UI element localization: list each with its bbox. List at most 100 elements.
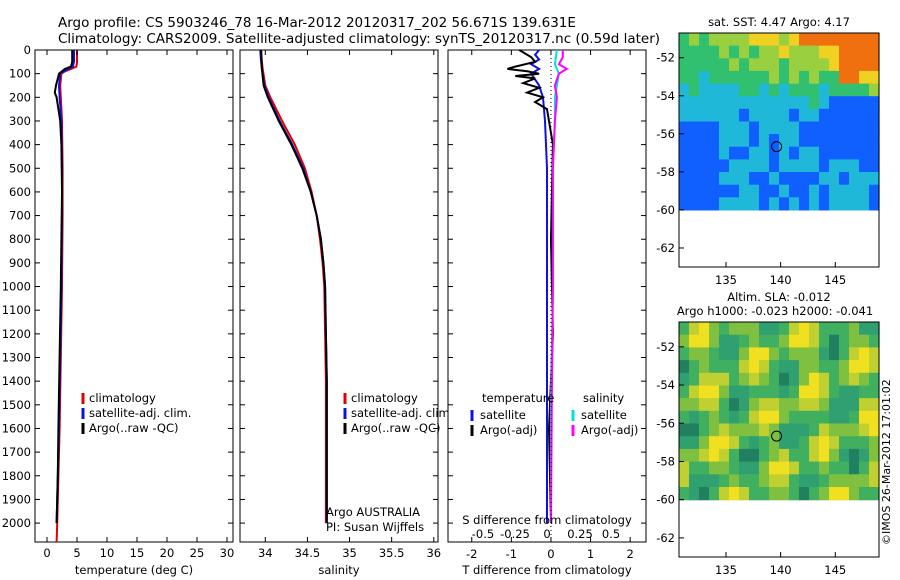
- map-cell: [869, 121, 880, 135]
- map-cell: [719, 96, 730, 110]
- map-cell: [859, 334, 870, 348]
- map-cell: [739, 322, 750, 336]
- map-cell: [789, 372, 800, 387]
- map-cell: [689, 385, 700, 399]
- map-cell: [739, 58, 750, 72]
- map-cell: [689, 96, 700, 110]
- map-cell: [809, 33, 820, 47]
- map-cell: [789, 360, 800, 374]
- map-cell: [759, 474, 770, 488]
- map-cell: [759, 108, 770, 122]
- map-cell: [729, 334, 740, 348]
- map-cell: [769, 108, 780, 122]
- map-cell: [679, 474, 690, 488]
- map-cell: [869, 197, 880, 211]
- y-tick-label: -52: [656, 51, 675, 65]
- map-cell: [799, 58, 810, 72]
- map-cell: [759, 360, 770, 374]
- map-cell: [809, 398, 820, 412]
- map-cell: [719, 487, 730, 501]
- map-cell: [719, 385, 730, 399]
- map-cell: [759, 45, 770, 59]
- map-cell: [759, 322, 770, 336]
- map-cell: [719, 360, 730, 374]
- map-cell: [779, 461, 790, 475]
- map-cell: [779, 347, 790, 361]
- map-cell: [809, 45, 820, 59]
- map-cell: [799, 121, 810, 135]
- map-cell: [829, 487, 840, 501]
- map-cell: [689, 121, 700, 135]
- map-cell: [819, 108, 830, 122]
- map-cell: [809, 385, 820, 399]
- map-cell: [679, 423, 690, 437]
- map-cell: [839, 83, 850, 97]
- map-cell: [869, 436, 880, 450]
- map-cell: [749, 172, 760, 186]
- map-cell: [869, 134, 880, 148]
- x-tick-label-s: 0.5: [602, 527, 620, 541]
- map-cell: [809, 347, 820, 361]
- y-tick-label: -56: [656, 127, 675, 141]
- map-cell: [749, 436, 760, 450]
- map-cell: [819, 398, 830, 412]
- map-cell: [859, 448, 870, 463]
- map-cell: [699, 334, 710, 348]
- x-tick-label: -2: [466, 547, 477, 561]
- map-cell: [729, 474, 740, 488]
- map-cell: [779, 70, 790, 85]
- map-cell: [799, 385, 810, 399]
- x-tick-label-s: -0.25: [500, 527, 530, 541]
- map-cell: [809, 487, 820, 501]
- header-line-1: Argo profile: CS 5903246_78 16-Mar-2012 …: [58, 15, 576, 31]
- map-cell: [749, 146, 760, 160]
- map-cell: [849, 70, 860, 85]
- map-cell: [869, 334, 880, 348]
- map-cell: [849, 487, 860, 501]
- map-cell: [679, 121, 690, 135]
- map-cell: [809, 423, 820, 437]
- map-cell: [699, 184, 710, 198]
- map-cell: [829, 334, 840, 348]
- map-cell: [849, 83, 860, 97]
- map-cell: [859, 121, 870, 135]
- x-tick-label-s: -0.5: [472, 527, 494, 541]
- map-cell: [719, 398, 730, 412]
- legend-label-0-0: satellite: [480, 408, 526, 422]
- map-cell: [849, 436, 860, 450]
- map-cell: [709, 197, 720, 211]
- legend-label-2: Argo(..raw -QC): [89, 421, 179, 435]
- map-cell: [739, 45, 750, 59]
- map-cell: [689, 184, 700, 198]
- y-tick-label: 100: [9, 67, 31, 81]
- map-cell: [689, 360, 700, 374]
- map-cell: [869, 448, 880, 463]
- map-cell: [799, 474, 810, 488]
- map-cell: [699, 487, 710, 501]
- map-cell: [869, 322, 880, 336]
- map-cell: [769, 487, 780, 501]
- map-cell: [749, 121, 760, 135]
- y-tick-label: 600: [9, 185, 31, 199]
- map-cell: [759, 146, 770, 160]
- map-cell: [769, 121, 780, 135]
- map-cell: [819, 474, 830, 488]
- map-cell: [709, 398, 720, 412]
- map-cell: [789, 96, 800, 110]
- map-cell: [699, 410, 710, 425]
- map-cell: [829, 474, 840, 488]
- map-cell: [849, 146, 860, 160]
- map-cell: [729, 385, 740, 399]
- map-cell: [749, 372, 760, 387]
- map-cell: [819, 360, 830, 374]
- x-tick-label: 34.5: [295, 546, 321, 560]
- map-cell: [729, 96, 740, 110]
- map-cell: [849, 96, 860, 110]
- map-cell: [839, 461, 850, 475]
- annotation-1: PI: Susan Wijffels: [326, 520, 424, 534]
- map-cell: [849, 360, 860, 374]
- map-cell: [749, 423, 760, 437]
- map-cell: [789, 108, 800, 122]
- map-cell: [759, 410, 770, 425]
